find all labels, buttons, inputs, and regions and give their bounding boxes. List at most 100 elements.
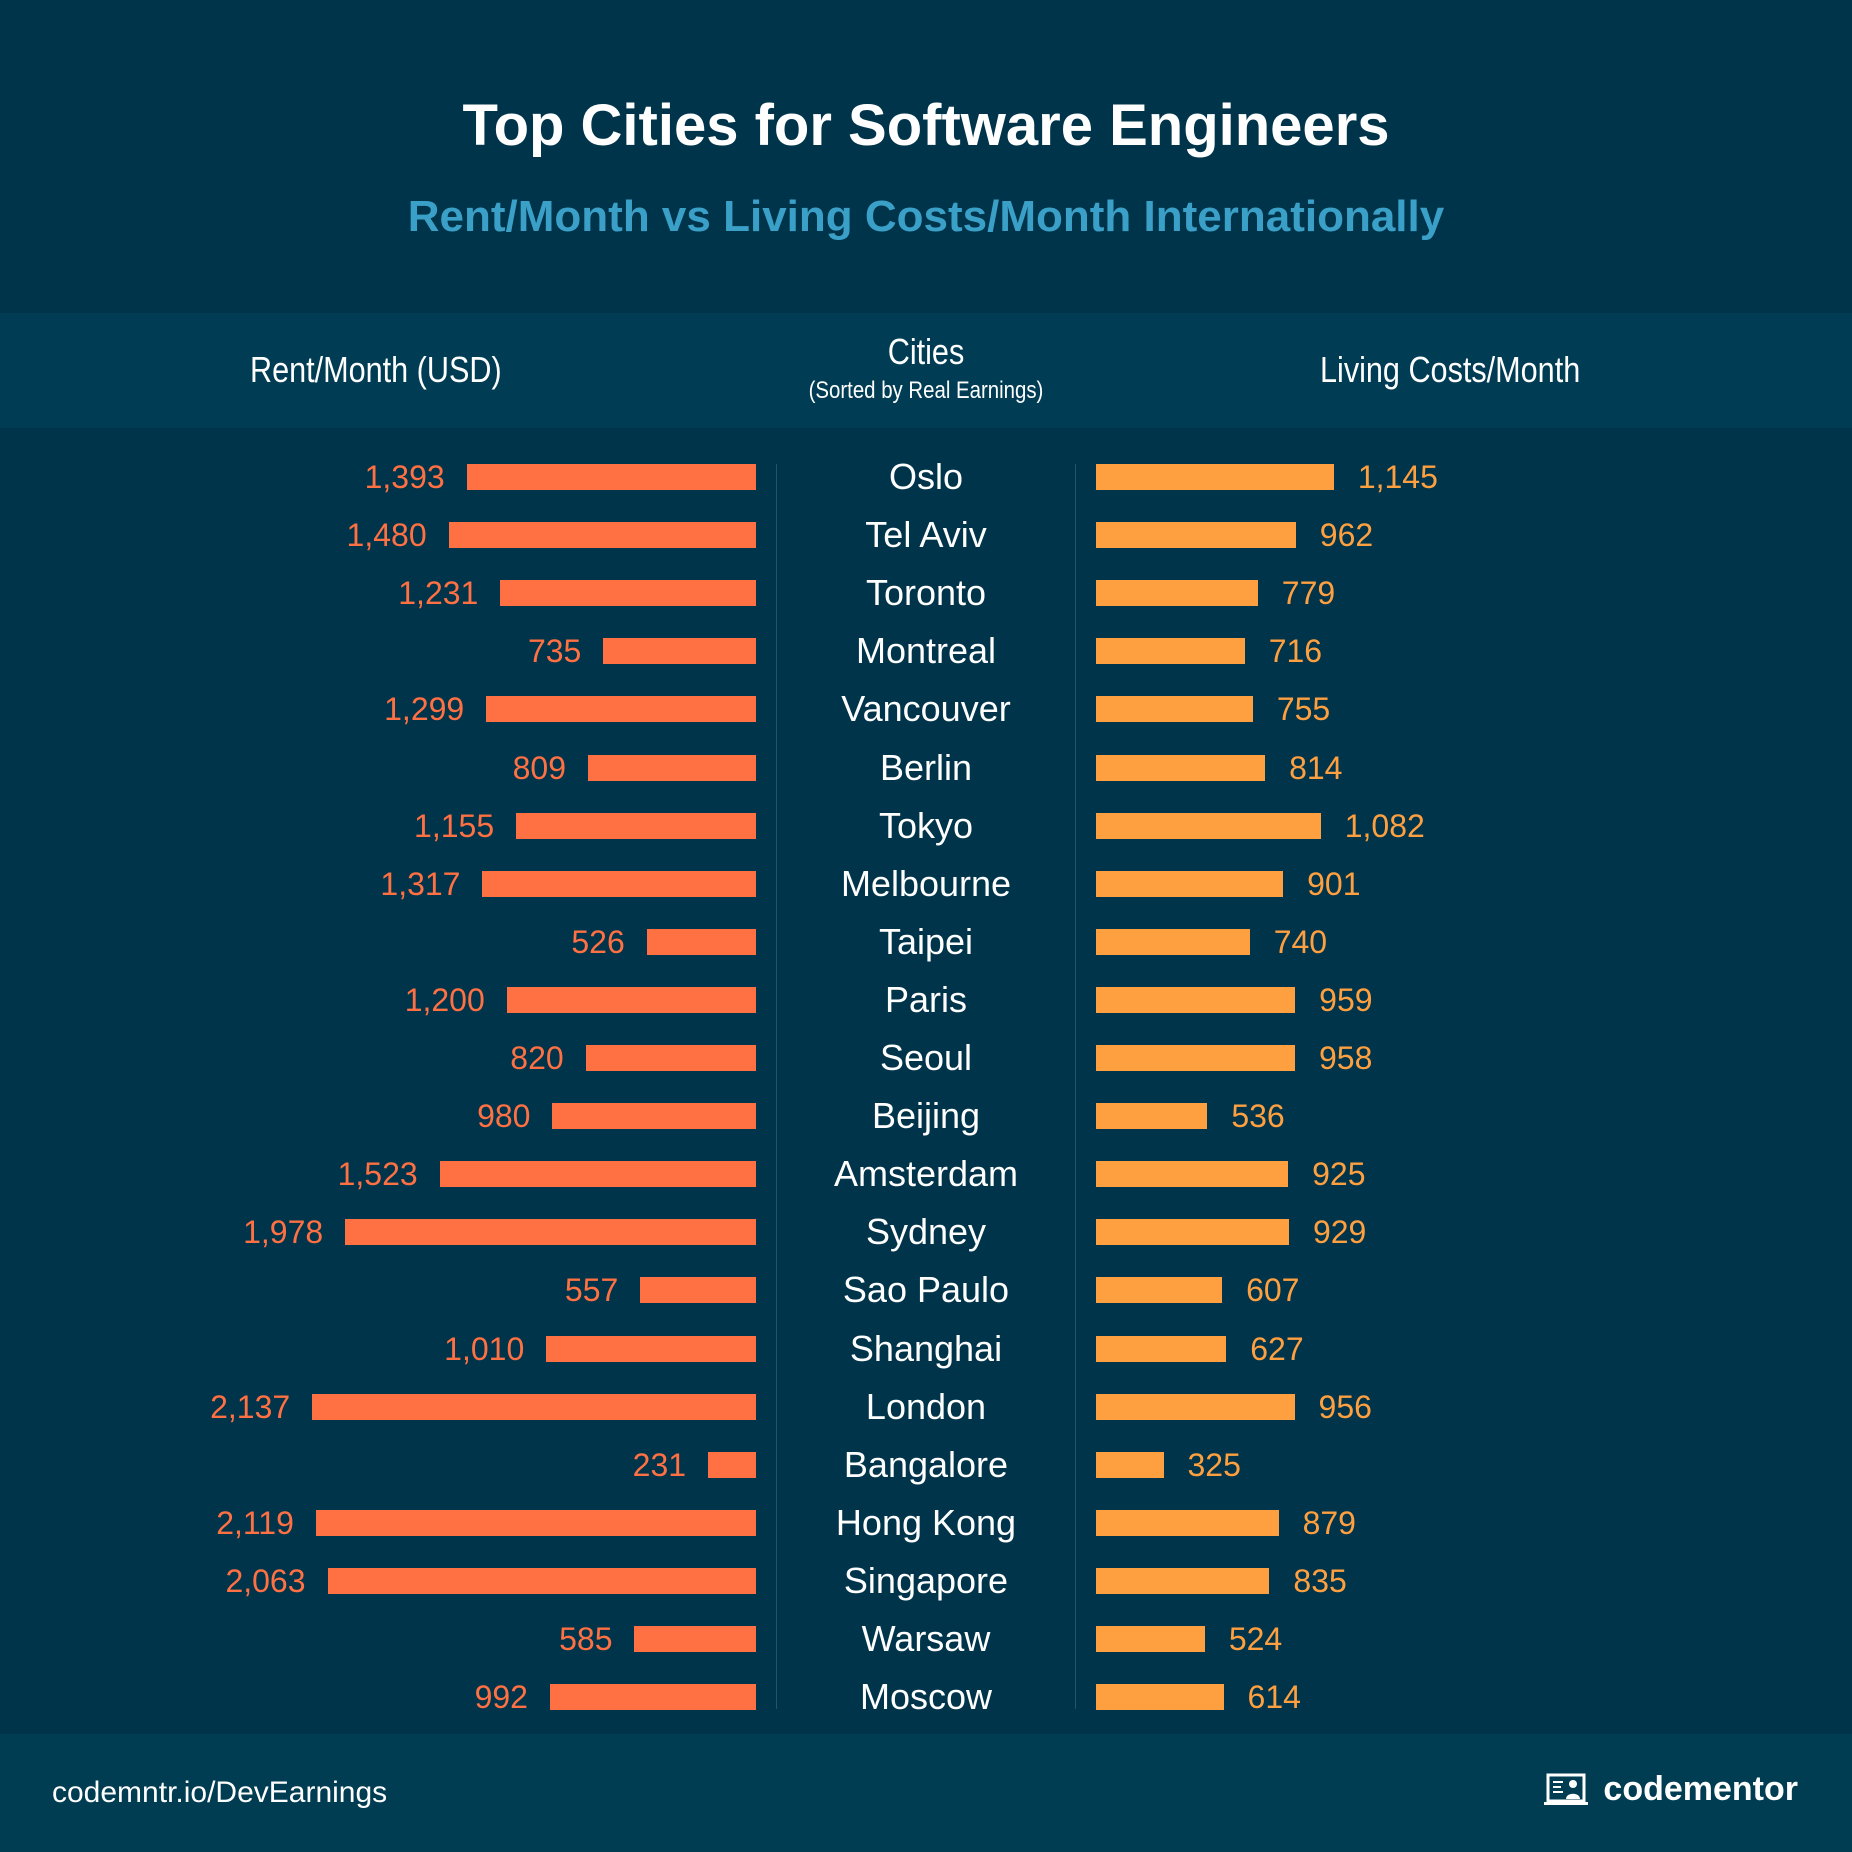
living-bar	[1096, 1335, 1227, 1362]
rent-bar	[516, 812, 756, 839]
logo-text: codementor	[1603, 1770, 1798, 1808]
living-value-label: 779	[1281, 575, 1336, 612]
living-value-label: 536	[1231, 1098, 1285, 1135]
rent-bar	[640, 1277, 756, 1304]
rent-value-label: 1,231	[398, 575, 479, 612]
city-label: Sao Paulo	[842, 1269, 1010, 1311]
living-bar	[1096, 1393, 1295, 1420]
living-value-label: 1,082	[1344, 807, 1425, 844]
chart-title: Top Cities for Software Engineers	[462, 93, 1390, 158]
living-value-label: 627	[1250, 1330, 1304, 1367]
living-value-label: 958	[1318, 1040, 1373, 1076]
rent-bar	[315, 1509, 756, 1536]
living-bar	[1096, 812, 1321, 839]
rent-value-label: 231	[632, 1446, 687, 1483]
rent-bar	[552, 1103, 756, 1130]
rent-value-label: 809	[512, 749, 566, 786]
city-label: Melbourne	[840, 862, 1012, 904]
rent-value-label: 526	[571, 923, 625, 960]
living-value-label: 929	[1312, 1214, 1367, 1251]
city-label: Oslo	[888, 456, 964, 497]
living-column-header: Living Costs/Month	[1320, 349, 1581, 390]
rent-value-label: 992	[474, 1679, 528, 1716]
city-label: Singapore	[843, 1559, 1009, 1601]
rent-bar	[546, 1335, 756, 1362]
living-value-label: 959	[1319, 981, 1373, 1018]
living-value-label: 835	[1293, 1562, 1347, 1599]
rent-value-label: 1,299	[384, 691, 465, 728]
source-url[interactable]: codemntr.io/DevEarnings	[52, 1776, 388, 1809]
city-label: Taipei	[878, 920, 974, 962]
right-divider	[1075, 464, 1076, 1709]
living-value-label: 1,145	[1357, 459, 1438, 495]
rent-value-label: 820	[510, 1040, 564, 1076]
rent-value-label: 1,155	[414, 807, 495, 844]
rent-bar	[448, 522, 756, 549]
living-value-label: 614	[1247, 1679, 1301, 1716]
codementor-logo: codementor	[1543, 1770, 1798, 1809]
rent-bar	[708, 1451, 756, 1478]
city-label: Tokyo	[878, 804, 974, 846]
living-value-label: 325	[1187, 1446, 1241, 1483]
city-label: Vancouver	[841, 688, 1011, 730]
rent-bar	[634, 1626, 756, 1652]
living-bar	[1096, 1626, 1205, 1652]
cities-sort-note: (Sorted by Real Earnings)	[808, 377, 1044, 404]
city-label: Seoul	[879, 1037, 973, 1078]
living-bar	[1096, 1045, 1295, 1071]
city-label: Shanghai	[849, 1327, 1003, 1369]
rent-bar	[585, 1045, 756, 1071]
left-divider	[776, 464, 777, 1709]
cities-column-header: Cities	[887, 331, 965, 372]
living-value-label: 755	[1276, 691, 1331, 728]
rent-bar	[486, 696, 756, 723]
living-bar	[1096, 1161, 1289, 1188]
city-label: Beijing	[871, 1095, 981, 1137]
rent-bar	[506, 986, 756, 1013]
laptop-mentor-icon	[1544, 1773, 1589, 1805]
rent-value-label: 1,200	[404, 981, 485, 1018]
living-bar	[1096, 1567, 1270, 1594]
living-value-label: 956	[1318, 1388, 1372, 1425]
rent-value-label: 585	[559, 1621, 613, 1657]
city-label: Berlin	[879, 746, 973, 788]
rent-value-label: 1,523	[337, 1156, 418, 1193]
living-bar	[1096, 1219, 1289, 1246]
rent-bar	[646, 928, 756, 955]
rent-bar	[312, 1393, 756, 1420]
living-bar	[1096, 580, 1258, 607]
city-label: Paris	[884, 978, 968, 1020]
living-value-label: 607	[1246, 1272, 1300, 1309]
rent-bar	[549, 1684, 756, 1711]
rent-value-label: 980	[477, 1098, 531, 1135]
rent-value-label: 1,317	[380, 865, 461, 902]
column-header-band: Rent/Month (USD) Cities (Sorted by Real …	[0, 313, 1852, 428]
rent-bar	[466, 464, 756, 490]
city-label: Montreal	[855, 630, 997, 672]
living-bar	[1096, 464, 1334, 490]
rent-value-label: 2,137	[210, 1388, 291, 1425]
city-label: London	[865, 1385, 987, 1427]
rent-value-label: 1,480	[346, 517, 427, 554]
rent-value-label: 1,978	[243, 1214, 324, 1251]
living-value-label: 716	[1268, 633, 1323, 670]
rent-bar	[482, 870, 756, 897]
rent-bar	[327, 1567, 756, 1594]
living-value-label: 962	[1319, 517, 1374, 554]
living-value-label: 524	[1228, 1621, 1283, 1657]
city-label: Tel Aviv	[865, 514, 987, 556]
living-bar	[1096, 986, 1296, 1013]
city-label: Sydney	[865, 1211, 987, 1253]
living-bar	[1096, 754, 1266, 781]
living-bar	[1096, 870, 1284, 897]
living-value-label: 814	[1289, 749, 1343, 786]
city-label: Bangalore	[843, 1443, 1009, 1485]
city-label: Toronto	[865, 572, 987, 614]
city-label: Amsterdam	[833, 1153, 1019, 1195]
living-bar	[1096, 1277, 1223, 1304]
rent-bar	[603, 638, 756, 665]
rent-bar	[587, 754, 756, 781]
rent-value-label: 2,119	[216, 1504, 294, 1541]
footer: codemntr.io/DevEarnings codementor	[0, 1734, 1852, 1852]
